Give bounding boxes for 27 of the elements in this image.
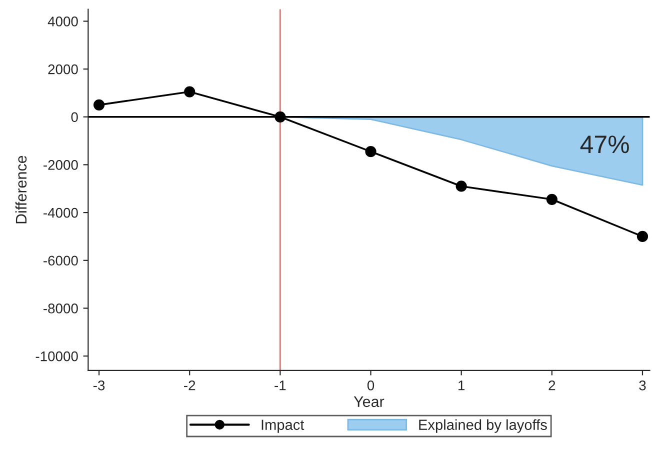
point	[365, 146, 376, 158]
x-tick-label: 3	[639, 380, 646, 390]
y-axis-title: Difference	[15, 156, 27, 224]
point	[456, 180, 467, 192]
y-tick-label: -4000	[44, 208, 78, 218]
y-tick-label: 0	[71, 112, 78, 122]
y-tick-label: 2000	[48, 64, 78, 74]
x-tick-label: -2	[184, 380, 196, 390]
x-tick-label: -1	[274, 380, 286, 390]
y-tick-label: -8000	[44, 304, 78, 314]
y-tick-label: -2000	[44, 160, 78, 170]
y-tick-label: -10000	[36, 351, 78, 362]
x-tick-label: -3	[93, 380, 105, 390]
point	[184, 86, 196, 98]
point	[636, 230, 648, 242]
y-tick-label: -6000	[44, 256, 78, 266]
x-tick-label: 0	[367, 380, 374, 390]
x-tick-label: 1	[458, 380, 465, 390]
point	[274, 111, 286, 122]
legend-label: Impact	[262, 420, 304, 433]
y-tick-label: 4000	[48, 16, 78, 26]
legend-label: Explained by layoffs	[419, 419, 547, 433]
x-tick-label: 2	[548, 380, 556, 390]
annotation: 47%	[580, 136, 629, 154]
x-axis-title: Year	[354, 396, 384, 408]
point	[546, 194, 558, 205]
point	[93, 99, 105, 110]
